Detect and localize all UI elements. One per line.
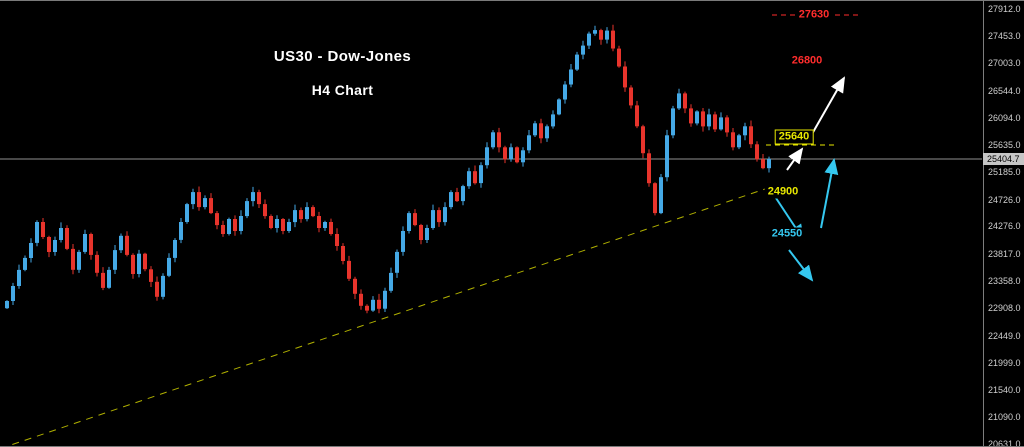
chart-subtitle: H4 Chart bbox=[311, 82, 374, 98]
level-label-24550[interactable]: 24550 bbox=[768, 227, 806, 241]
price-axis[interactable]: 27912.0 27453.0 27003.0 26544.0 26094.0 25635… bbox=[983, 1, 1024, 446]
current-price-tag: 25404.7 bbox=[983, 153, 1024, 165]
level-label-27630[interactable]: 27630 bbox=[795, 8, 833, 22]
scenario-arrow-1 bbox=[811, 76, 845, 135]
axis-tick: 21540.0 bbox=[988, 385, 1021, 395]
axis-tick: 23358.0 bbox=[988, 276, 1021, 286]
axis-tick: 22449.0 bbox=[988, 331, 1021, 341]
level-label-26800[interactable]: 26800 bbox=[788, 54, 826, 68]
axis-tick: 26544.0 bbox=[988, 86, 1021, 96]
axis-tick: 24726.0 bbox=[988, 195, 1021, 205]
axis-tick: 21090.0 bbox=[988, 412, 1021, 422]
scenario-arrow-4 bbox=[820, 158, 839, 229]
axis-tick: 27912.0 bbox=[988, 4, 1021, 14]
axis-tick: 20631.0 bbox=[988, 439, 1021, 447]
axis-tick: 21999.0 bbox=[988, 358, 1021, 368]
axis-tick: 25185.0 bbox=[988, 167, 1021, 177]
chart-title: US30 - Dow-Jones bbox=[273, 48, 412, 65]
trendline bbox=[6, 186, 771, 446]
scenario-arrow-3 bbox=[788, 249, 814, 282]
axis-tick: 27003.0 bbox=[988, 58, 1021, 68]
axis-tick: 24276.0 bbox=[988, 221, 1021, 231]
axis-tick: 27453.0 bbox=[988, 31, 1021, 41]
scenario-arrow-0 bbox=[786, 147, 804, 171]
axis-tick: 23817.0 bbox=[988, 249, 1021, 259]
axis-tick: 22908.0 bbox=[988, 303, 1021, 313]
chart-title-block: US30 - Dow-Jones H4 Chart bbox=[245, 49, 440, 97]
axis-tick: 26094.0 bbox=[988, 113, 1021, 123]
level-label-25640[interactable]: 25640 bbox=[774, 129, 814, 145]
axis-tick: 25635.0 bbox=[988, 140, 1021, 150]
level-label-24900[interactable]: 24900 bbox=[764, 185, 802, 199]
